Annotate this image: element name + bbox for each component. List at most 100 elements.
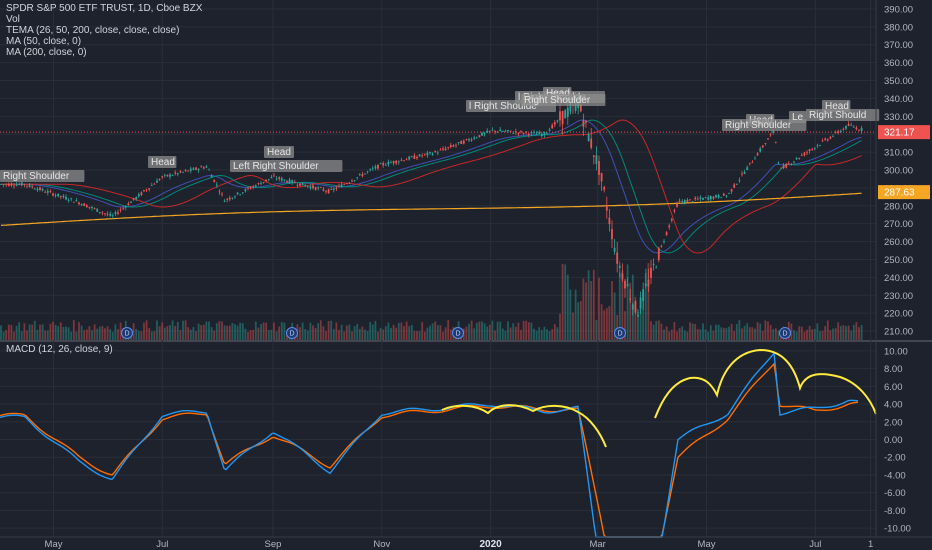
- candle: [163, 173, 166, 178]
- candle: [109, 211, 112, 217]
- volume-bar: [197, 323, 200, 340]
- candle-body: [644, 283, 647, 286]
- indicator-vol[interactable]: Vol: [6, 14, 20, 25]
- candle-body: [93, 208, 96, 209]
- symbol-title[interactable]: SPDR S&P 500 ETF TRUST, 1D, Cboe BZX: [6, 3, 203, 14]
- candle-body: [803, 152, 806, 156]
- candle: [777, 161, 780, 165]
- candle-body: [686, 199, 689, 203]
- volume-bar: [70, 331, 73, 340]
- volume-bar: [598, 277, 600, 340]
- candle: [208, 168, 210, 171]
- time-axis[interactable]: May Jul Sep Nov 2020 Mar May Jul 1: [0, 536, 932, 550]
- candle-body: [218, 191, 221, 193]
- candle: [348, 181, 351, 185]
- candle-body: [236, 192, 239, 195]
- candle-body: [91, 206, 93, 209]
- candle: [166, 174, 169, 177]
- candle: [62, 194, 65, 199]
- volume-bar: [226, 325, 229, 340]
- candle: [590, 127, 593, 150]
- macd-tick-label: -4.00: [884, 470, 906, 481]
- candle: [145, 188, 148, 192]
- indicator-ma200[interactable]: MA (200, close, 0): [6, 47, 87, 58]
- candle-body: [683, 200, 686, 203]
- volume-bar: [148, 328, 151, 340]
- volume-bar: [514, 326, 517, 340]
- pattern-label-text: Right Shoulder: [725, 120, 792, 131]
- pattern-label-text: Head: [825, 101, 849, 112]
- candle: [83, 203, 86, 207]
- candle-body: [470, 139, 473, 141]
- candle: [189, 166, 192, 174]
- volume-bar: [538, 327, 541, 340]
- volume-bar: [603, 310, 606, 340]
- candle-body: [421, 155, 424, 157]
- candle: [699, 195, 702, 202]
- candle: [270, 175, 273, 179]
- candle: [496, 131, 499, 133]
- candle-body: [356, 177, 359, 179]
- volume-bar: [358, 328, 361, 340]
- volume-bar: [621, 270, 624, 340]
- candle-body: [119, 209, 122, 211]
- candle-body: [741, 173, 743, 175]
- candle-body: [301, 182, 304, 186]
- volume-bar: [260, 324, 262, 340]
- candle: [670, 217, 673, 223]
- candle-body: [96, 208, 99, 212]
- volume-bar: [850, 330, 853, 340]
- candle-body: [663, 241, 665, 243]
- macd-axis[interactable]: 10.00 8.00 6.00 4.00 2.00 0.00 -2.00 -4.00 -6.00…: [884, 346, 911, 534]
- candle-body: [358, 174, 361, 176]
- volume-bar: [150, 331, 153, 340]
- price-axis[interactable]: 390.00 380.00 370.00 360.00 350.00 340.00 330.…: [875, 0, 930, 537]
- volume-bar: [754, 328, 756, 340]
- candle: [46, 188, 49, 196]
- candle: [377, 164, 379, 171]
- candle-body: [553, 122, 556, 125]
- pattern-label-bg: [521, 94, 606, 106]
- candle: [795, 156, 798, 160]
- indicator-tema[interactable]: TEMA (26, 50, 200, close, close, close): [6, 25, 180, 36]
- volume-bar: [0, 325, 2, 340]
- candle-body: [611, 229, 613, 240]
- candle-body: [124, 206, 127, 208]
- candle: [449, 142, 452, 149]
- price-tick-label: 280.00: [884, 201, 913, 212]
- candle: [124, 205, 127, 211]
- candle-body: [486, 130, 489, 133]
- candle-body: [813, 147, 816, 149]
- candle-body: [777, 162, 780, 164]
- macd-legend[interactable]: MACD (12, 26, close, 9): [6, 344, 113, 355]
- volume-bar: [590, 281, 593, 340]
- candle: [314, 186, 317, 191]
- candle: [499, 126, 502, 132]
- volume-bar: [652, 324, 655, 340]
- volume-bar: [585, 282, 587, 340]
- candle: [106, 211, 109, 217]
- volume-bar: [629, 282, 632, 340]
- candle-body: [267, 178, 270, 180]
- candle: [608, 209, 611, 232]
- candle: [631, 302, 634, 316]
- volume-bar: [65, 326, 67, 340]
- pattern-label-bg: [789, 111, 807, 123]
- candle: [210, 174, 213, 178]
- volume-bar: [655, 320, 658, 340]
- candle: [504, 129, 507, 133]
- candle-body: [299, 183, 301, 186]
- volume-bar: [10, 324, 13, 340]
- candle: [15, 181, 18, 187]
- indicator-ma50[interactable]: MA (50, close, 0): [6, 36, 82, 47]
- candle-body: [689, 199, 691, 201]
- candle-body: [436, 152, 439, 154]
- candle: [468, 137, 470, 142]
- candle: [31, 184, 34, 189]
- candle-body: [241, 192, 244, 194]
- candle: [10, 182, 13, 188]
- candle-body: [850, 124, 853, 126]
- candle: [192, 167, 195, 171]
- volume-bar: [215, 323, 218, 340]
